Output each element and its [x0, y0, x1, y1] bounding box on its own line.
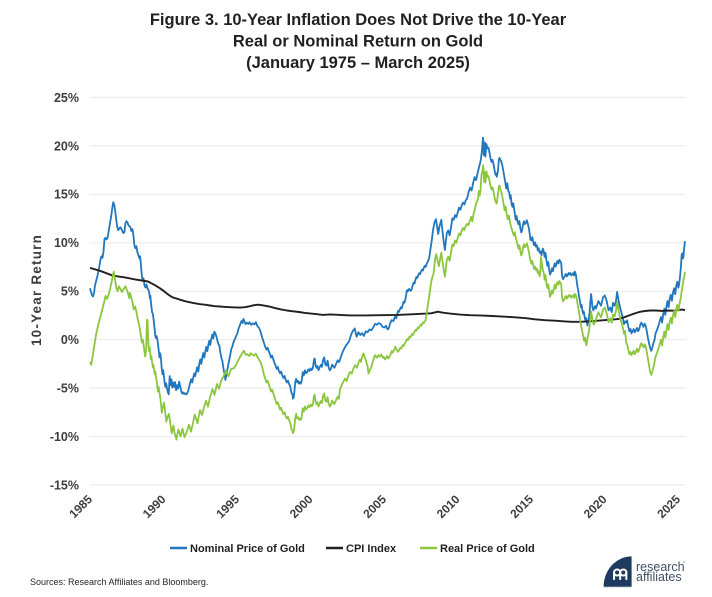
svg-text:25%: 25% — [54, 91, 79, 105]
svg-text:10-Year Return: 10-Year Return — [29, 234, 44, 346]
svg-text:0%: 0% — [61, 333, 79, 347]
svg-text:CPI Index: CPI Index — [346, 543, 397, 555]
svg-text:Nominal Price of Gold: Nominal Price of Gold — [190, 543, 305, 555]
svg-text:5%: 5% — [61, 285, 79, 299]
svg-text:(January 1975 – March 2025): (January 1975 – March 2025) — [246, 54, 470, 72]
svg-text:-10%: -10% — [50, 430, 79, 444]
svg-text:affiliates: affiliates — [636, 570, 682, 584]
svg-text:-5%: -5% — [57, 381, 79, 395]
svg-text:-15%: -15% — [50, 478, 79, 492]
svg-text:research: research — [636, 560, 685, 574]
svg-text:15%: 15% — [54, 188, 79, 202]
svg-text:Figure 3. 10-Year Inflation Do: Figure 3. 10-Year Inflation Does Not Dri… — [150, 11, 567, 29]
svg-text:Real or Nominal Return on Gold: Real or Nominal Return on Gold — [233, 33, 483, 51]
svg-text:10%: 10% — [54, 236, 79, 250]
svg-text:20%: 20% — [54, 139, 79, 153]
svg-text:Real Price of Gold: Real Price of Gold — [440, 543, 535, 555]
svg-text:Sources: Research Affiliates a: Sources: Research Affiliates and Bloombe… — [30, 577, 208, 587]
